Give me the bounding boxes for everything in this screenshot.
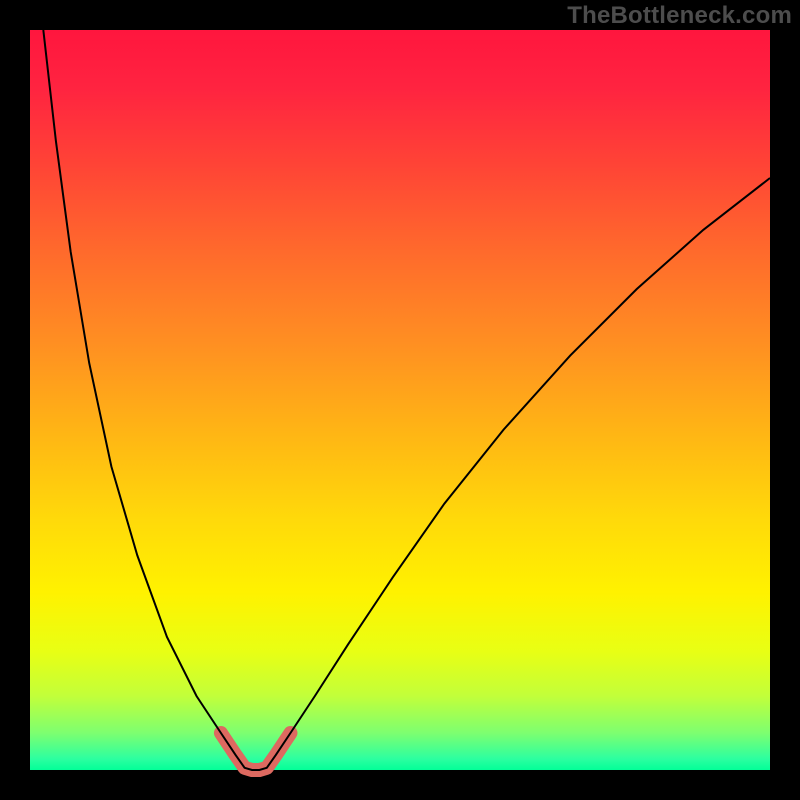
watermark-text: TheBottleneck.com [567,2,792,30]
plot-background [30,30,770,770]
chart-svg [0,0,800,800]
